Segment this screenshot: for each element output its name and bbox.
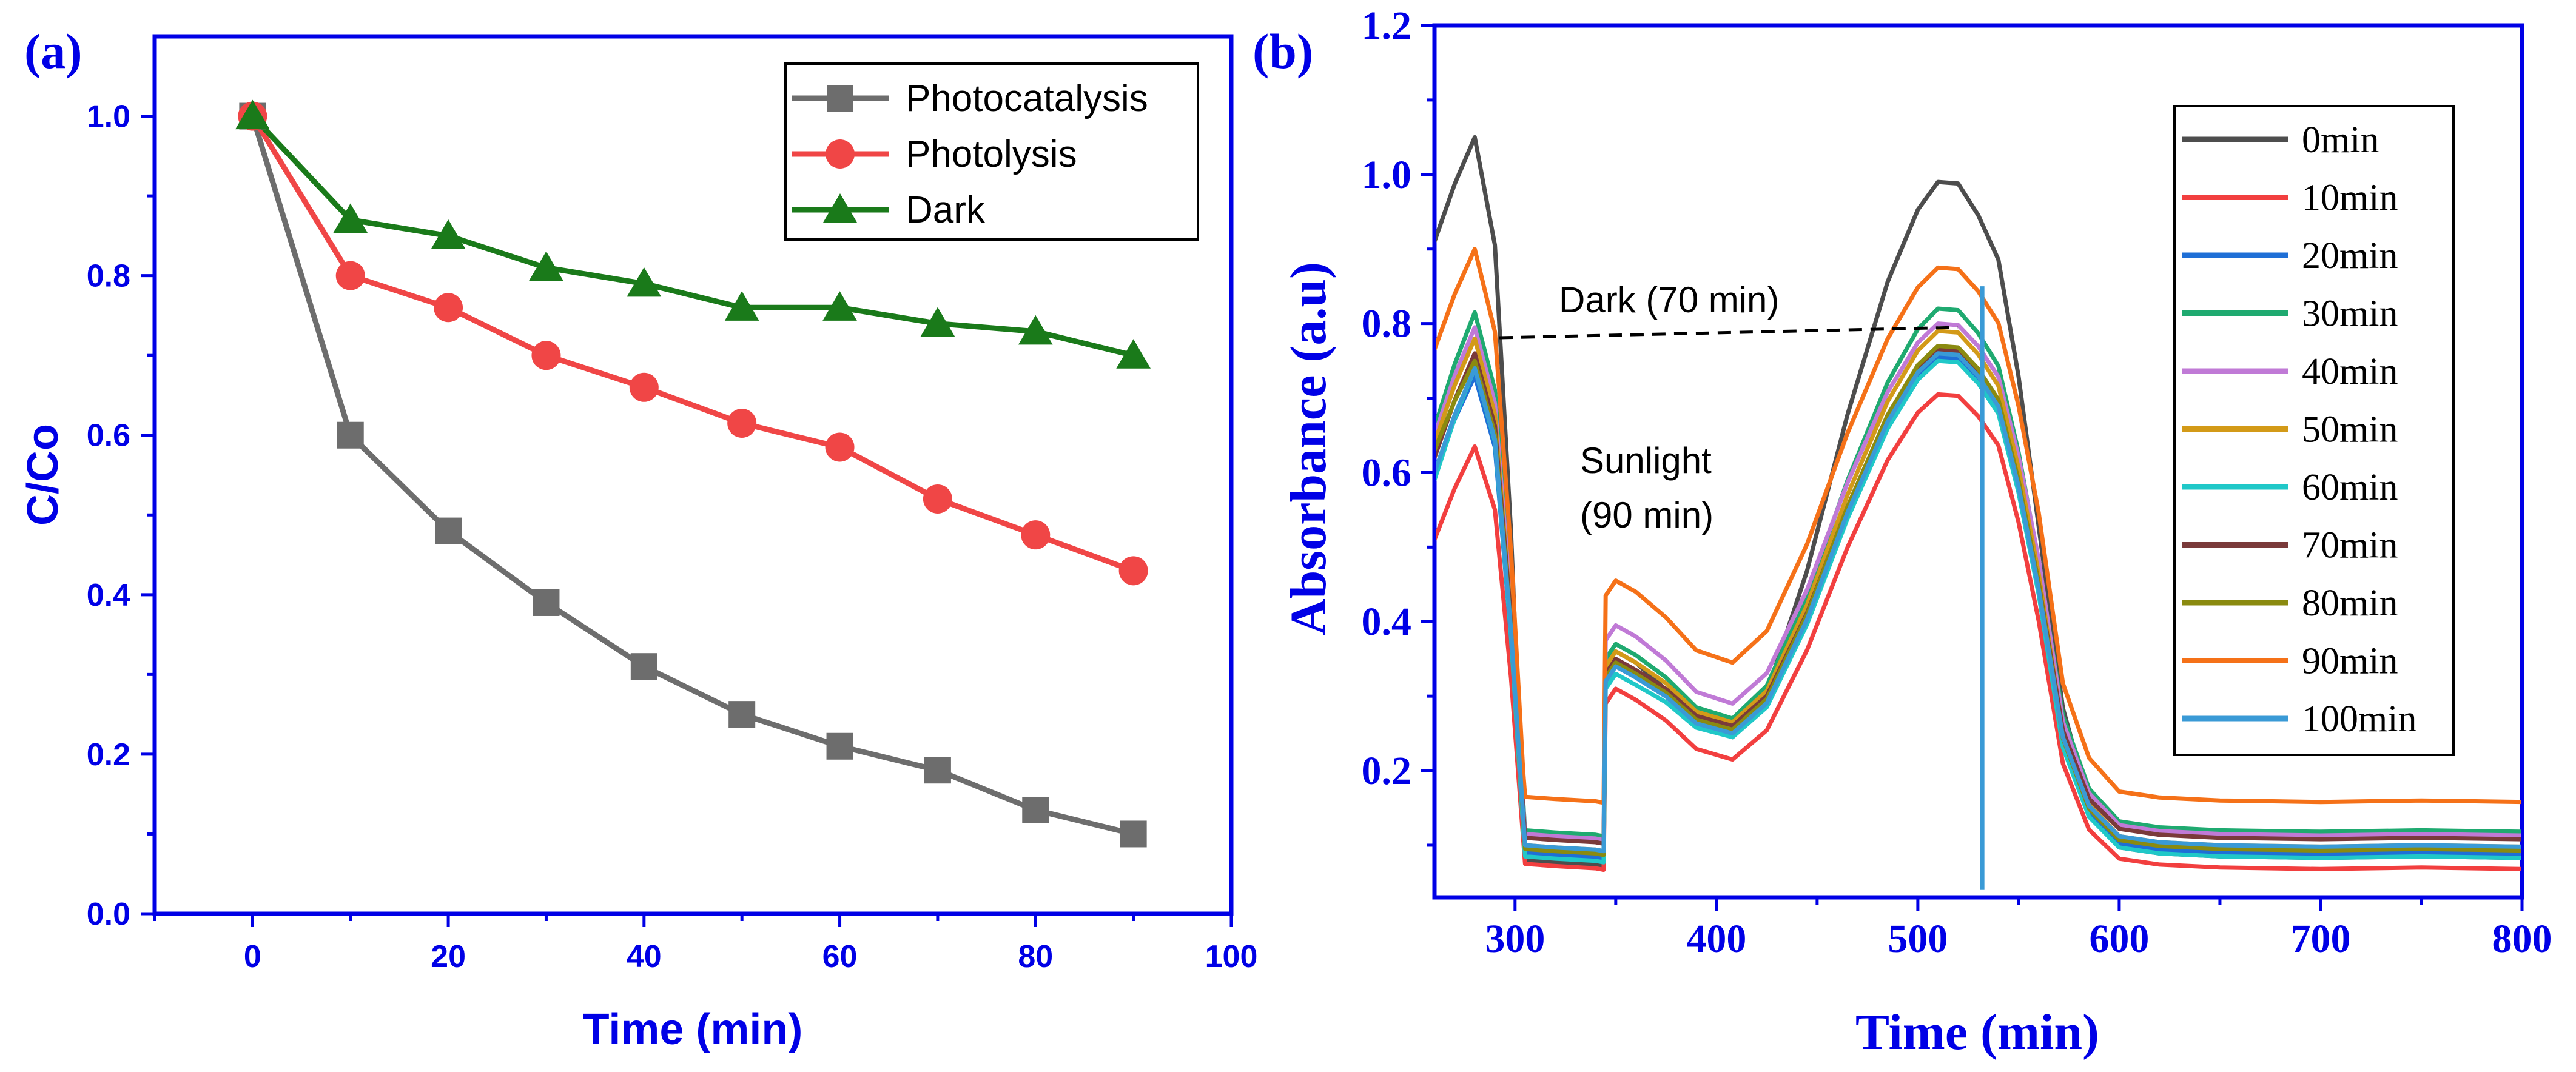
chart-b-y-tick-label: 0.6 bbox=[1362, 451, 1412, 495]
data-point-photocatalysis bbox=[826, 732, 853, 760]
chart-a-legend: Photocatalysis Photolysis Dark bbox=[784, 62, 1199, 241]
chart-a-y-tick-label: 0.4 bbox=[87, 578, 130, 613]
chart-a-x-tick-label: 40 bbox=[627, 939, 662, 974]
legend-label-photolysis: Photolysis bbox=[906, 133, 1077, 175]
data-point-dark bbox=[1018, 315, 1053, 345]
legend-label-90min: 90min bbox=[2302, 641, 2398, 682]
chart-b-x-tick-label: 700 bbox=[2290, 917, 2350, 961]
chart-a-x-tick-label: 20 bbox=[431, 939, 466, 974]
chart-b-y-tick-label: 1.0 bbox=[1362, 153, 1412, 197]
data-point-dark bbox=[529, 251, 563, 281]
data-point-photolysis bbox=[434, 293, 463, 323]
chart-a-y-tick-label: 0.2 bbox=[87, 737, 130, 772]
legend-label-50min: 50min bbox=[2302, 409, 2398, 451]
series-line-dark bbox=[251, 114, 1134, 358]
legend-label-100min: 100min bbox=[2302, 698, 2416, 740]
data-point-photocatalysis bbox=[1022, 796, 1049, 823]
data-point-photocatalysis bbox=[924, 757, 951, 784]
series-line-90min bbox=[1436, 247, 2521, 805]
chart-b-frame bbox=[1432, 23, 2524, 900]
legend-marker-photolysis bbox=[826, 139, 855, 169]
chart-b-x-tick-label: 600 bbox=[2089, 917, 2149, 961]
data-point-photocatalysis bbox=[1120, 820, 1147, 848]
chart-b-y-tick-label: 0.2 bbox=[1362, 749, 1412, 793]
chart-a-x-tick-label: 100 bbox=[1205, 939, 1258, 974]
data-point-photocatalysis bbox=[337, 421, 364, 449]
data-point-photocatalysis bbox=[728, 701, 756, 728]
data-point-dark bbox=[235, 99, 270, 130]
legend-marker-dark bbox=[822, 193, 858, 223]
chart-b-x-tick-label: 400 bbox=[1686, 917, 1746, 961]
chart-b-y-axis-label: Absorbance (a.u) bbox=[1280, 262, 1337, 635]
chart-a-ticks: 0 20 40 60 80 100 0.0 0.2 0.4 0.6 0.8 1.0 bbox=[87, 99, 1258, 974]
data-point-dark bbox=[431, 219, 466, 249]
chart-a-series bbox=[235, 99, 1151, 848]
chart-b-ticks: 300 400 500 600 700 800 0.2 0.4 0.6 0.8 1.0 1.2 bbox=[1362, 4, 2552, 961]
data-point-photolysis bbox=[335, 261, 365, 290]
data-point-photolysis bbox=[629, 372, 659, 402]
chart-a: 0 20 40 60 80 100 0.0 0.2 0.4 0.6 0.8 1.0 Photocata… bbox=[19, 34, 1258, 1054]
chart-b-x-tick-label: 800 bbox=[2492, 917, 2552, 961]
data-point-photolysis bbox=[825, 432, 855, 462]
data-point-dark bbox=[920, 307, 955, 337]
data-point-dark bbox=[822, 291, 857, 321]
legend-label-60min: 60min bbox=[2302, 467, 2398, 508]
chart-a-x-tick-label: 60 bbox=[822, 939, 858, 974]
legend-label-30min: 30min bbox=[2302, 293, 2398, 335]
chart-a-y-axis-label: C/Co bbox=[19, 424, 67, 526]
data-point-photocatalysis bbox=[630, 653, 657, 680]
legend-label-0min: 0min bbox=[2302, 119, 2379, 161]
chart-b-y-tick-label: 1.2 bbox=[1362, 4, 1412, 48]
data-point-dark bbox=[627, 267, 662, 297]
data-point-photolysis bbox=[727, 408, 757, 438]
chart-a-y-tick-label: 0.6 bbox=[87, 418, 130, 454]
chart-b-y-tick-label: 0.8 bbox=[1362, 302, 1412, 346]
panel-label-b: (b) bbox=[1253, 24, 1313, 79]
chart-b-y-tick-label: 0.4 bbox=[1362, 600, 1412, 644]
legend-label-80min: 80min bbox=[2302, 583, 2398, 624]
legend-label-dark: Dark bbox=[906, 189, 986, 231]
data-point-dark bbox=[333, 203, 368, 233]
chart-b-x-tick-label: 300 bbox=[1485, 917, 1545, 961]
data-point-photolysis bbox=[531, 341, 561, 370]
legend-label-20min: 20min bbox=[2302, 235, 2398, 276]
series-line-photocatalysis bbox=[250, 115, 1134, 837]
legend-label-10min: 10min bbox=[2302, 178, 2398, 219]
sunlight-annotation-line-1: Sunlight bbox=[1580, 440, 1712, 481]
chart-b-series bbox=[1436, 135, 2521, 890]
data-point-photocatalysis bbox=[533, 589, 560, 616]
chart-a-y-tick-label: 1.0 bbox=[87, 99, 130, 135]
legend-marker-photocatalysis bbox=[827, 85, 853, 112]
legend-label-photocatalysis: Photocatalysis bbox=[906, 78, 1148, 119]
data-point-dark bbox=[724, 291, 759, 321]
data-point-photolysis bbox=[923, 484, 952, 514]
sunlight-annotation-line-2: (90 min) bbox=[1580, 495, 1713, 535]
data-point-photolysis bbox=[1021, 520, 1051, 550]
series-line-100min bbox=[1436, 351, 2521, 854]
chart-b-x-tick-label: 500 bbox=[1888, 917, 1948, 961]
data-point-photocatalysis bbox=[435, 517, 462, 544]
chart-b-legend: 0min 10min 20min 30min 40min 50min 60min 70min 8… bbox=[2173, 105, 2455, 756]
data-point-dark bbox=[1116, 339, 1151, 369]
chart-a-x-tick-label: 0 bbox=[244, 939, 261, 974]
chart-a-x-tick-label: 80 bbox=[1018, 939, 1053, 974]
dark-annotation-line bbox=[1499, 326, 1959, 340]
chart-a-frame bbox=[152, 34, 1234, 916]
panel-label-a: (a) bbox=[24, 24, 82, 79]
legend-label-40min: 40min bbox=[2302, 351, 2398, 392]
chart-b: 300 400 500 600 700 800 0.2 0.4 0.6 0.8 1.0 1.2 Dar… bbox=[1280, 4, 2552, 1060]
chart-a-y-tick-label: 0.8 bbox=[87, 259, 130, 294]
dark-annotation: Dark (70 min) bbox=[1559, 280, 1779, 320]
chart-a-y-tick-label: 0.0 bbox=[87, 897, 130, 932]
data-point-photolysis bbox=[1118, 556, 1148, 586]
chart-b-x-axis-label: Time (min) bbox=[1855, 1004, 2099, 1060]
series-line-photolysis bbox=[250, 115, 1135, 574]
chart-a-x-axis-label: Time (min) bbox=[583, 1005, 803, 1054]
legend-label-70min: 70min bbox=[2302, 525, 2398, 566]
